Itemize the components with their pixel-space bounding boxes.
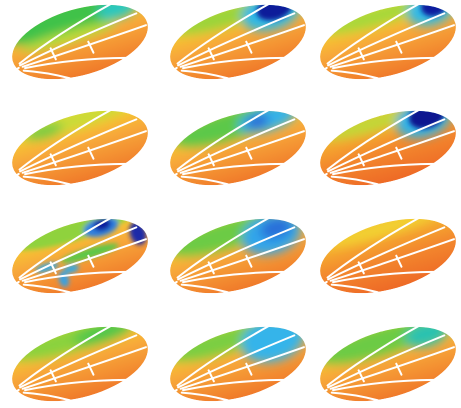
wing — [308, 308, 461, 408]
wing — [1, 94, 157, 199]
wing — [0, 308, 156, 408]
wing — [309, 0, 461, 94]
wing — [309, 94, 461, 199]
wing — [309, 203, 461, 308]
wing — [158, 92, 314, 199]
wing — [0, 0, 156, 94]
wing — [158, 200, 314, 307]
wing — [158, 308, 316, 408]
page: {} — [0, 0, 461, 408]
wing — [158, 0, 314, 94]
wing-figure — [0, 0, 461, 408]
wing — [1, 202, 157, 307]
